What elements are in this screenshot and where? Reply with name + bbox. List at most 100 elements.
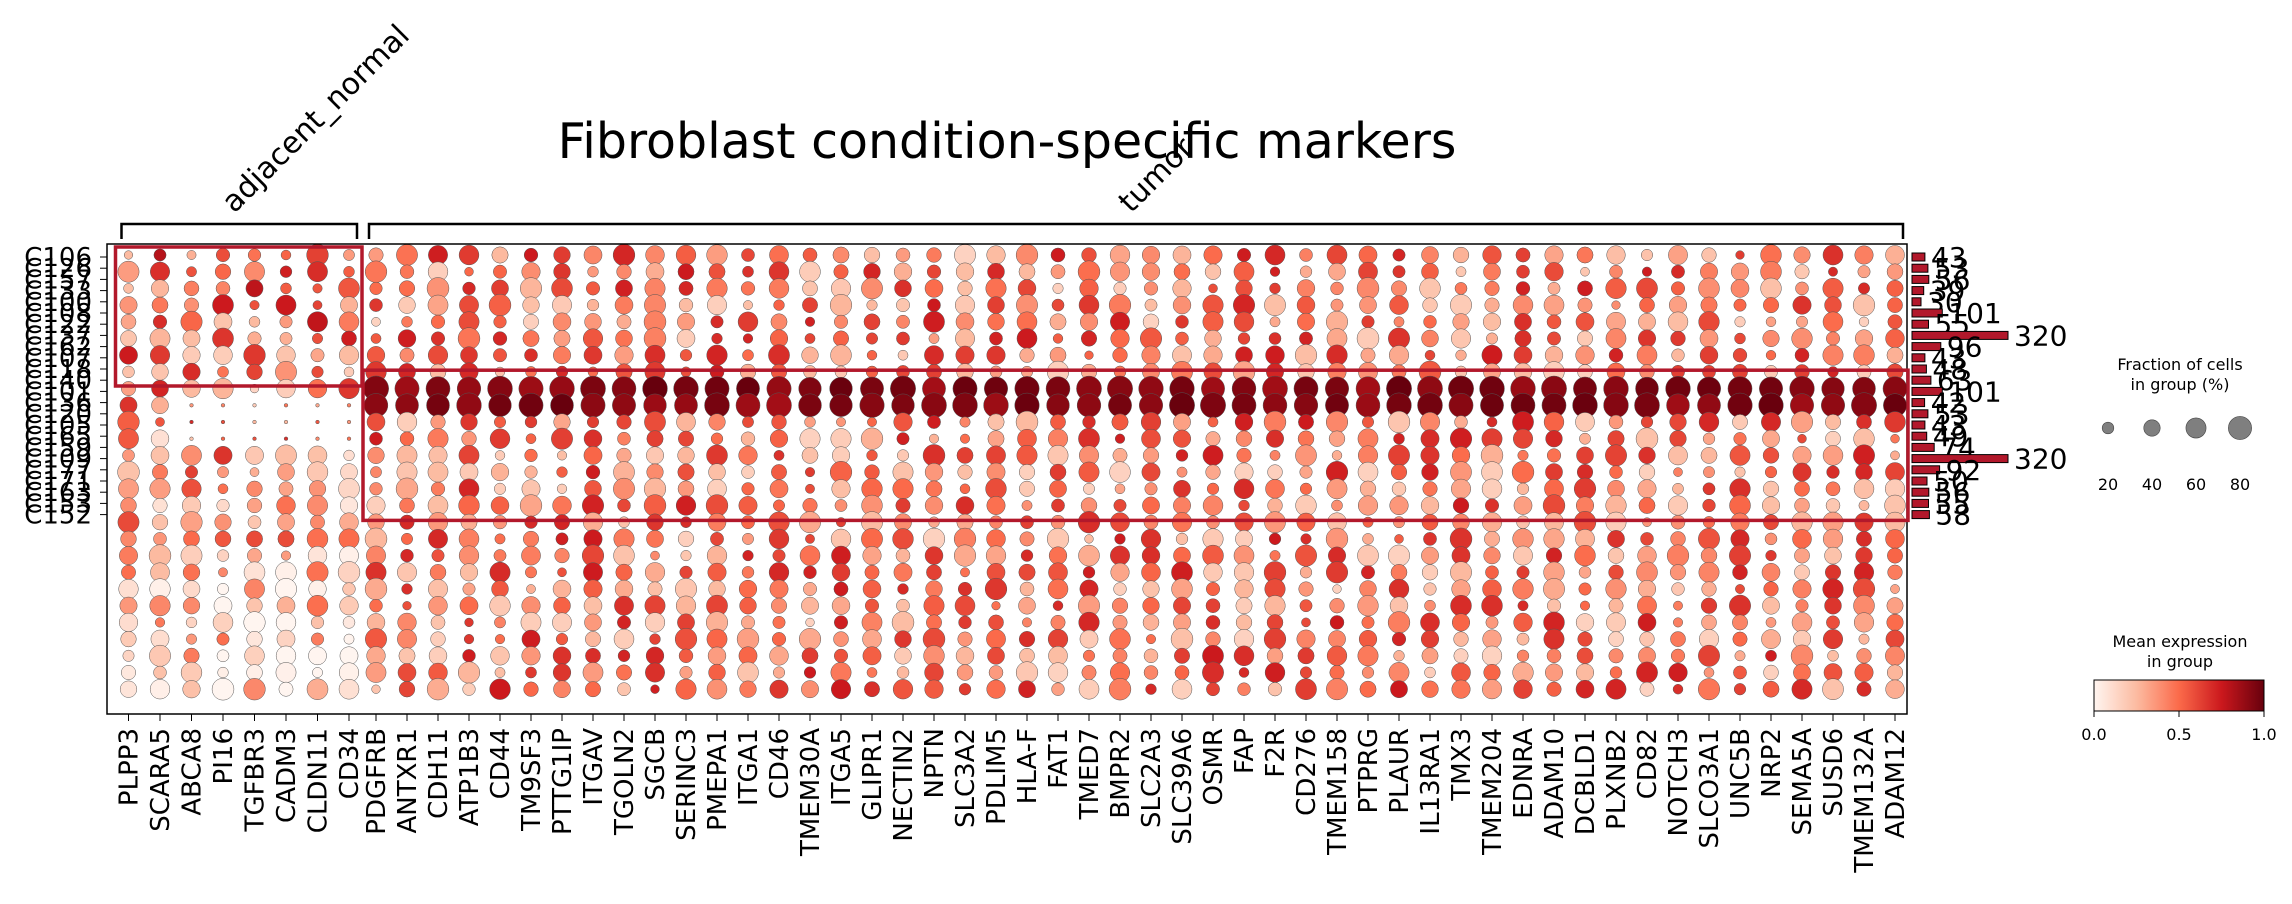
gene-label-pmepa1: PMEPA1 (703, 728, 733, 831)
dot-plxnb2-11 (1607, 430, 1625, 448)
dot-itgav-24 (585, 647, 601, 664)
dot-cadm3-23 (276, 629, 296, 649)
dot-plpp3-25 (121, 665, 136, 680)
dot-abca8-16 (180, 511, 203, 534)
dot-sema5a-17 (1792, 529, 1812, 549)
dot-atp1b3-15 (458, 494, 480, 517)
dot-ednra-5 (1514, 330, 1532, 347)
color-legend-title-2: in group (2147, 652, 2213, 671)
dot-notch3-16 (1670, 514, 1686, 530)
dot-pdlim5-18 (985, 545, 1007, 566)
dot-cdh11-21 (428, 596, 448, 616)
dot-itga1-11 (740, 431, 756, 446)
size-legend-dot-60 (2185, 417, 2207, 439)
dot-ptprg-3 (1359, 296, 1377, 314)
dot-nectin2-5 (896, 331, 910, 346)
dot-tmem132a-13 (1855, 463, 1873, 481)
dot-sema5a-21 (1795, 599, 1809, 613)
gene-label-tmem30a: TMEM30A (796, 728, 826, 857)
dot-pdlim5-20 (984, 577, 1008, 601)
dot-bmpr2-20 (1113, 582, 1127, 596)
dot-ednra-12 (1517, 449, 1529, 461)
dot-unc5b-10 (1732, 414, 1748, 430)
dot-tmem30a-3 (802, 297, 818, 314)
dot-tgfbr3-10 (252, 419, 257, 425)
dot-nectin2-18 (895, 548, 911, 563)
dot-slco3a1-25 (1703, 667, 1715, 678)
dot-glipr1-25 (866, 667, 878, 678)
dot-tmem158-21 (1329, 598, 1345, 614)
cell-count-bar-c109 (1911, 454, 2009, 464)
dot-osmr-19 (1203, 562, 1223, 582)
dot-slc2a3-25 (1143, 665, 1159, 680)
dot-abca8-22 (185, 616, 198, 629)
dot-osmr-1 (1204, 263, 1222, 280)
dot-cd34-2 (338, 277, 360, 300)
dot-il13ra1-25 (1424, 666, 1436, 679)
dot-cdh11-19 (429, 564, 447, 581)
cell-count-label-c133: 39 (1930, 275, 1966, 308)
dot-cd276-24 (1297, 647, 1315, 665)
dot-tm9sf3-0 (523, 247, 539, 263)
cell-count-label-c109: 320 (2014, 443, 2067, 476)
dot-itga1-0 (741, 248, 755, 262)
dot-tgoln2-9 (612, 393, 636, 418)
dot-itga5-26 (831, 679, 851, 700)
cell-count-bar-c133 (1911, 286, 1925, 296)
dot-tmem132a-17 (1856, 530, 1872, 547)
dot-cd82-6 (1636, 344, 1658, 366)
dot-cd82-10 (1640, 415, 1654, 429)
dot-tmem158-23 (1328, 630, 1346, 648)
dot-cd46-9 (766, 392, 792, 419)
dot-bmpr2-10 (1111, 413, 1129, 431)
dot-ptprg-20 (1359, 580, 1377, 598)
dot-cd44-19 (489, 561, 511, 583)
dot-itga1-2 (740, 281, 756, 296)
gene-label-bmpr2: BMPR2 (1106, 728, 1136, 819)
gene-label-susd6: SUSD6 (1819, 728, 1849, 817)
dot-cdh11-26 (426, 678, 450, 701)
dot-itgav-11 (583, 429, 603, 448)
dot-cdh11-17 (428, 529, 448, 549)
dot-susd6-14 (1825, 481, 1841, 497)
dot-slc2a3-1 (1141, 262, 1161, 281)
dot-notch3-4 (1667, 311, 1689, 332)
dot-tmem132a-1 (1857, 265, 1871, 279)
dot-plxnb2-18 (1607, 547, 1625, 564)
dot-nptn-0 (926, 247, 942, 263)
dot-tmed7-4 (1080, 312, 1098, 331)
dot-tgfbr3-12 (245, 446, 264, 465)
dot-plaur-14 (1391, 481, 1407, 497)
dot-cd34-12 (343, 449, 355, 462)
dot-notch3-21 (1673, 600, 1683, 611)
dot-sema5a-26 (1791, 678, 1813, 700)
dot-atp1b3-22 (464, 617, 474, 628)
dot-plpp3-5 (120, 330, 137, 347)
gene-label-pdlim5: PDLIM5 (982, 728, 1012, 825)
dot-atp1b3-13 (459, 462, 479, 482)
cell-count-bar-c101 (1911, 386, 1943, 396)
dot-slc3a2-21 (954, 595, 976, 616)
dot-tm9sf3-17 (522, 530, 540, 547)
dot-cldn11-13 (306, 461, 329, 483)
dot-glipr1-13 (864, 464, 880, 480)
dot-unc5b-20 (1735, 584, 1745, 594)
dot-f2r-26 (1267, 682, 1283, 697)
dot-cd44-25 (494, 667, 506, 678)
dot-slc39a6-12 (1175, 449, 1189, 462)
dot-plaur-12 (1388, 444, 1410, 467)
dot-cd34-6 (339, 345, 359, 366)
gene-label-osmr: OSMR (1199, 728, 1229, 805)
dot-unc5b-22 (1732, 614, 1748, 631)
dot-slc39a6-21 (1173, 596, 1191, 615)
dot-scara5-17 (153, 532, 167, 546)
gene-label-dcbld1: DCBLD1 (1571, 728, 1601, 835)
dot-tm9sf3-19 (525, 566, 537, 579)
dot-pttg1ip-21 (553, 596, 571, 615)
dot-f2r-25 (1264, 662, 1286, 683)
dot-hla-f-24 (1019, 647, 1035, 664)
dot-pmepa1-18 (706, 545, 728, 566)
dot-tgfbr3-11 (252, 436, 257, 441)
dot-cd82-5 (1638, 329, 1656, 348)
dot-plpp3-0 (123, 250, 134, 260)
